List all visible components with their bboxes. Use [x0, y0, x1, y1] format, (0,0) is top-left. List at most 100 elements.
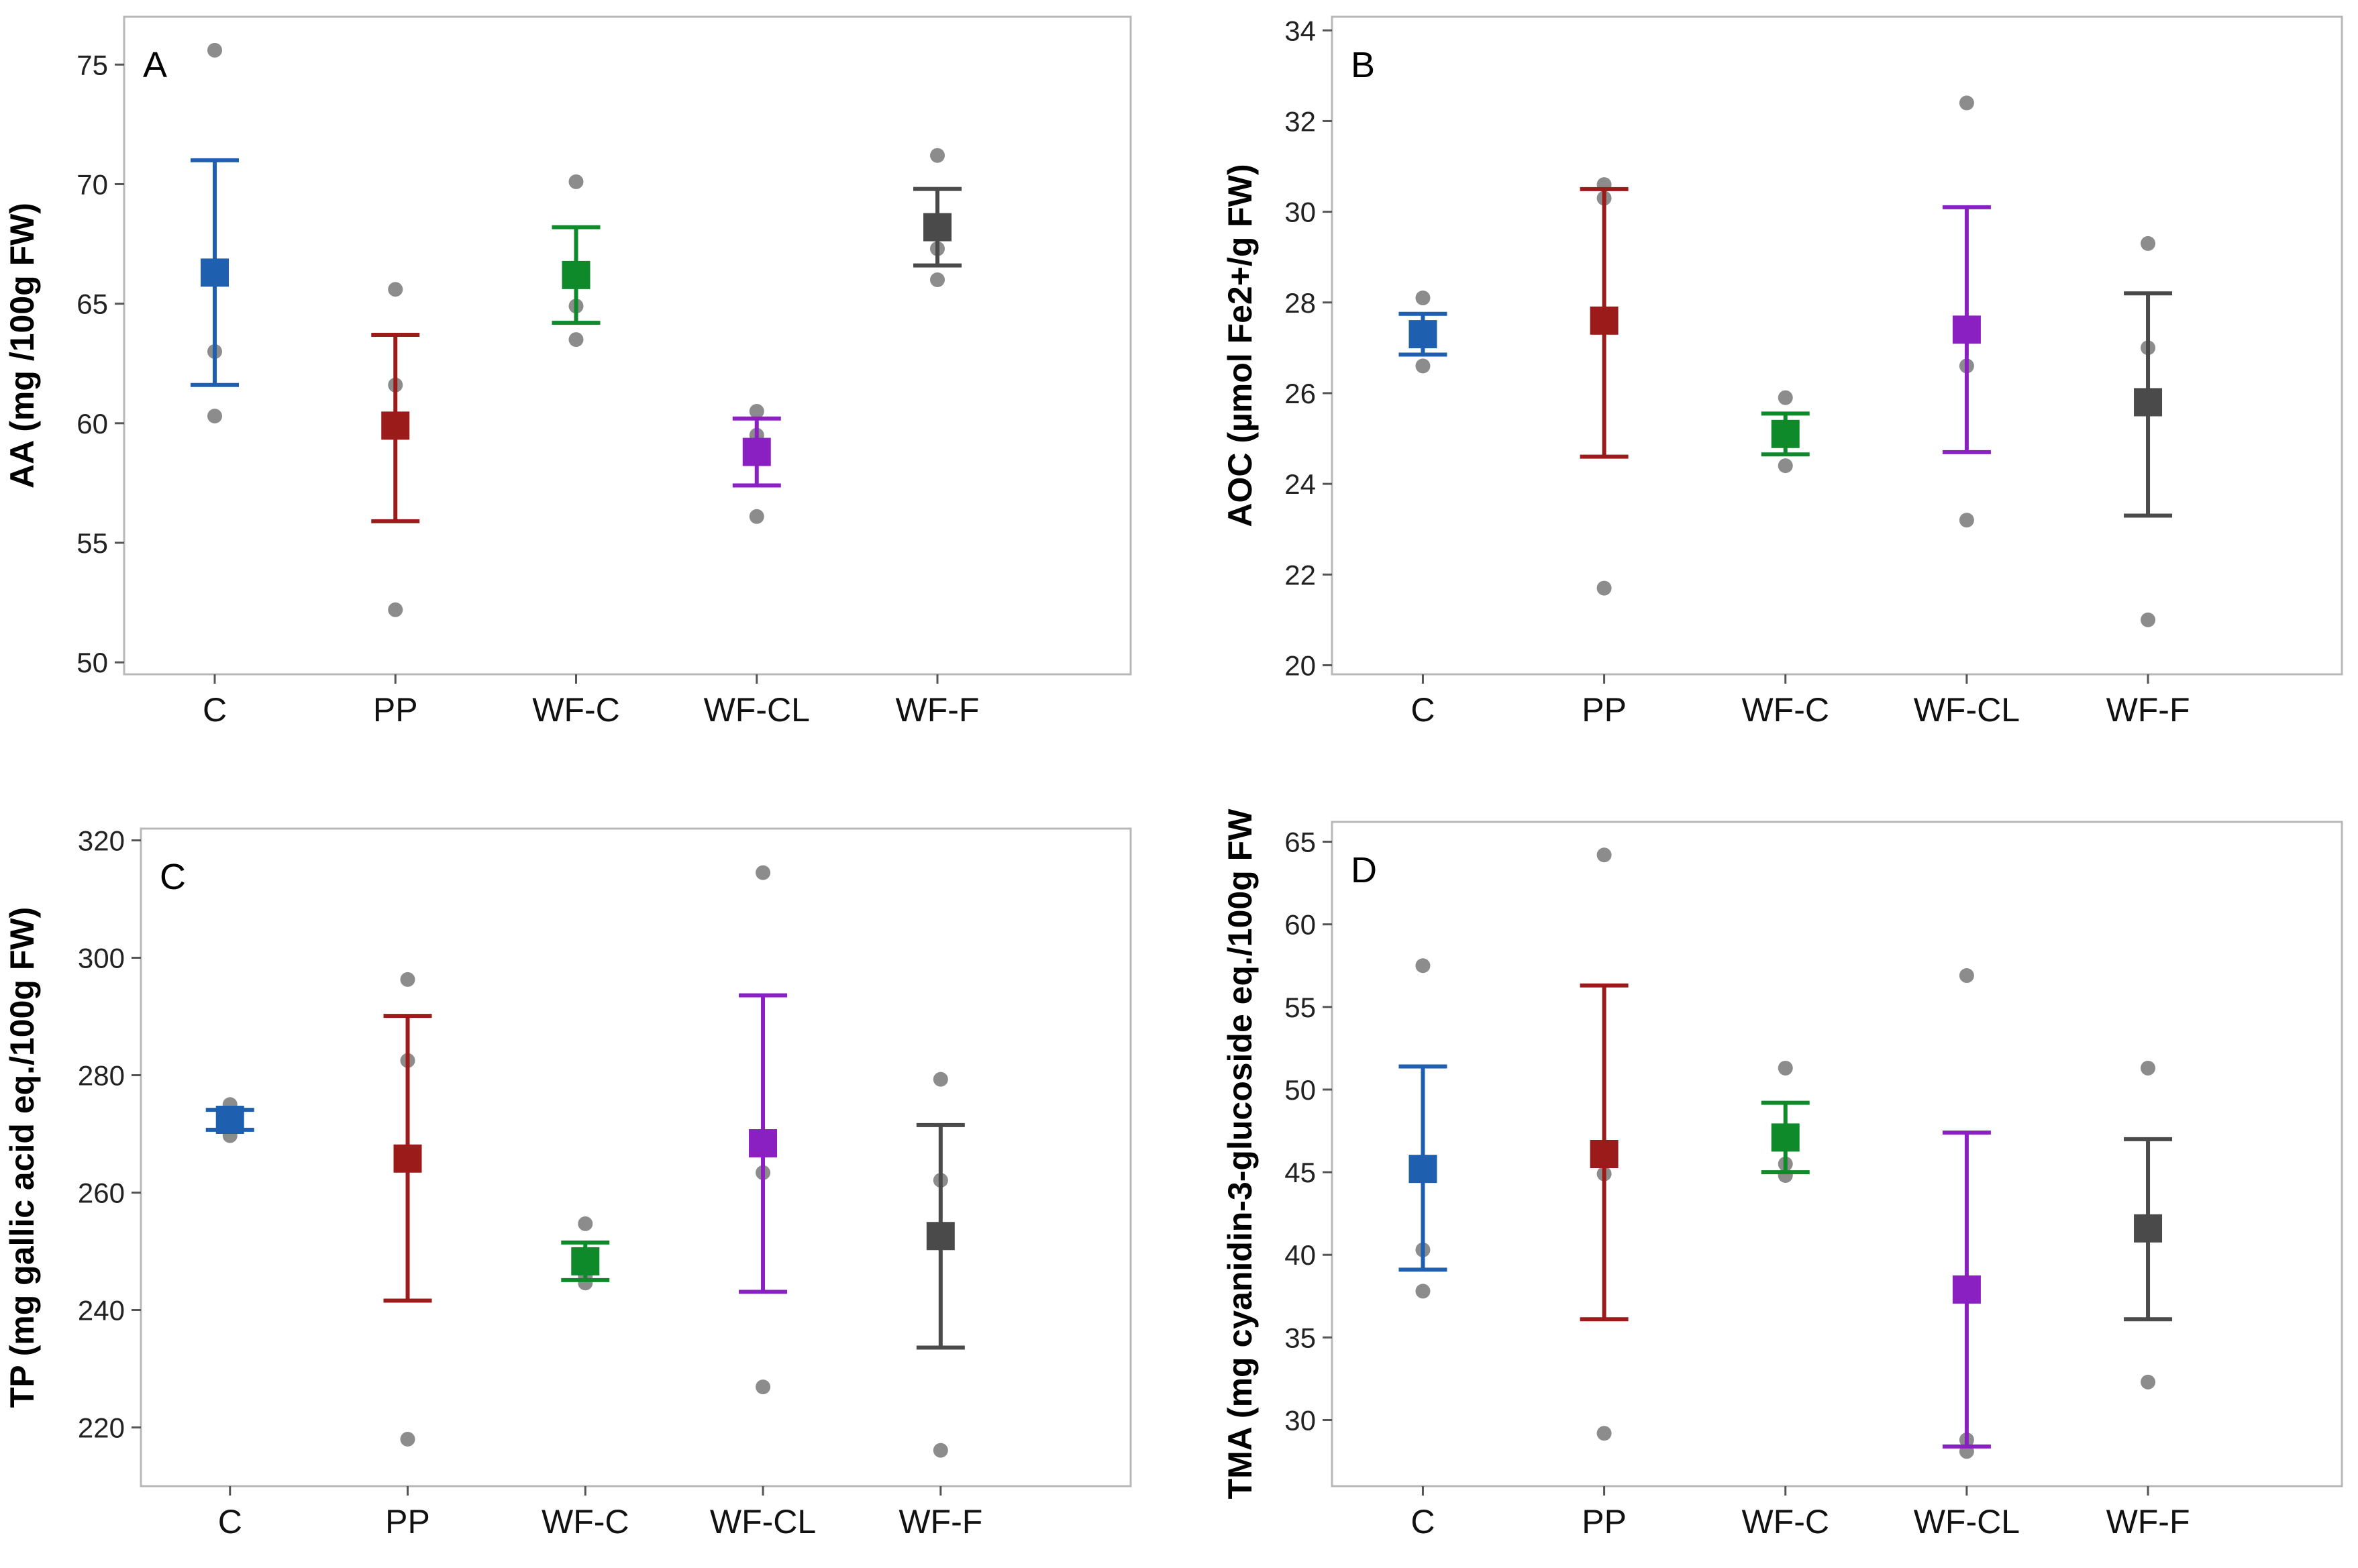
chart-a-ytick-label: 65	[76, 289, 108, 320]
chart-d-ytick-label: 30	[1284, 1404, 1316, 1436]
chart-d-ytick-label: 35	[1284, 1322, 1316, 1353]
chart-c-data-point	[933, 1072, 948, 1087]
chart-a-xtick-label: C	[203, 691, 227, 729]
chart-c-ytick-label: 300	[78, 943, 125, 974]
chart-d-ytick-label: 45	[1284, 1157, 1316, 1188]
chart-a-mean-marker	[381, 411, 410, 440]
chart-b-mean-marker	[1952, 315, 1981, 344]
chart-a-data-point	[207, 42, 222, 58]
chart-d-data-point	[1778, 1060, 1793, 1076]
chart-c-panel-label: C	[160, 857, 186, 897]
chart-b-ytick-label: 22	[1284, 559, 1316, 590]
chart-b-data-point	[1415, 291, 1431, 306]
chart-c: C 220 240 260 280 300 320 TP (mg gallic acid eq…	[3, 825, 1132, 1540]
chart-d-mean-marker	[2134, 1214, 2163, 1243]
chart-b-data-point	[1415, 358, 1431, 374]
chart-b-ytick-label: 34	[1284, 15, 1316, 46]
chart-b-ytick-label: 26	[1284, 378, 1316, 409]
chart-a-xtick-label: WF-CL	[704, 691, 810, 729]
chart-a-xtick-label: WF-F	[896, 691, 980, 729]
chart-b-data-point	[1959, 95, 1974, 111]
chart-d-ytick-label: 40	[1284, 1239, 1316, 1271]
chart-c-data-point	[933, 1443, 948, 1458]
chart-a-ytick-label: 75	[76, 49, 108, 81]
chart-d-xtick-label: WF-F	[2106, 1503, 2190, 1540]
chart-b-mean-marker	[2134, 388, 2163, 417]
chart-a-data-point	[749, 404, 764, 419]
chart-d-data-point	[2141, 1374, 2156, 1390]
chart-c-data-point	[578, 1216, 593, 1231]
chart-a-data-point	[207, 409, 222, 424]
chart-b-ytick-label: 28	[1284, 287, 1316, 319]
chart-d-mean-marker	[1771, 1123, 1800, 1152]
chart-b: B 20 22 24 26 28 30 32 34 AOC (µmol Fe2+/g FW) C PP…	[1221, 15, 2343, 729]
chart-c-mean-marker	[926, 1222, 955, 1251]
chart-c-xtick-label: WF-C	[542, 1503, 629, 1540]
chart-b-xtick-label: PP	[1582, 691, 1627, 729]
chart-c-mean-marker	[571, 1247, 600, 1275]
chart-d-ytick-label: 55	[1284, 992, 1316, 1023]
chart-d-mean-marker	[1952, 1275, 1981, 1304]
chart-c-xtick-label: C	[218, 1503, 242, 1540]
chart-d-data-point	[1596, 847, 1612, 863]
chart-a-frame	[123, 15, 1132, 676]
chart-c-data-point	[756, 865, 771, 880]
chart-c-data-point	[400, 1432, 415, 1447]
chart-d-xtick-label: C	[1411, 1503, 1435, 1540]
chart-b-ytick-label: 20	[1284, 649, 1316, 681]
chart-d-mean-marker	[1590, 1140, 1619, 1168]
chart-c-xtick-label: PP	[385, 1503, 430, 1540]
chart-b-y-axis-label: AOC (µmol Fe2+/g FW)	[1221, 164, 1259, 527]
chart-d-data-point	[1596, 1426, 1612, 1441]
chart-b-data-point	[1778, 390, 1793, 405]
chart-a-panel-label: A	[143, 45, 167, 85]
chart-a-mean-marker	[562, 260, 591, 289]
chart-b-data-point	[2141, 236, 2156, 251]
chart-b-data-point	[1596, 580, 1612, 596]
chart-a-y-axis-label: AA (mg /100g FW)	[3, 203, 41, 488]
chart-b-xtick-label: C	[1411, 691, 1435, 729]
chart-c-mean-marker	[215, 1106, 244, 1134]
chart-d-data-point	[1415, 958, 1431, 974]
chart-a-ytick-label: 60	[76, 408, 108, 439]
chart-d-ytick-label: 60	[1284, 909, 1316, 941]
chart-a-xtick-label: WF-C	[532, 691, 620, 729]
chart-c-ytick-label: 320	[78, 825, 125, 857]
chart-d-xtick-label: WF-C	[1741, 1503, 1829, 1540]
chart-b-data-point	[1959, 513, 1974, 528]
chart-c-xtick-label: WF-CL	[710, 1503, 816, 1540]
chart-c-ytick-label: 260	[78, 1178, 125, 1209]
chart-d-ytick-label: 50	[1284, 1074, 1316, 1106]
chart-b-mean-marker	[1408, 320, 1437, 349]
chart-b-panel-label: B	[1351, 45, 1375, 85]
chart-b-ytick-label: 30	[1284, 197, 1316, 228]
chart-a-mean-marker	[923, 213, 952, 242]
chart-b-data-point	[1778, 458, 1793, 474]
chart-d-data-point	[2141, 1060, 2156, 1076]
chart-a-ytick-label: 70	[76, 168, 108, 200]
chart-b-mean-marker	[1590, 306, 1619, 335]
chart-a-data-point	[930, 272, 945, 287]
chart-b-ytick-label: 32	[1284, 105, 1316, 137]
chart-c-ytick-label: 220	[78, 1412, 125, 1444]
chart-a-ytick-label: 55	[76, 527, 108, 559]
chart-d: D 30 35 40 45 50 55 60 65 TMA (mg cyanidin-3-gluc…	[1221, 808, 2343, 1540]
chart-c-ytick-label: 240	[78, 1295, 125, 1326]
chart-b-xtick-label: WF-F	[2106, 691, 2190, 729]
chart-d-mean-marker	[1408, 1155, 1437, 1184]
chart-b-data-point	[2141, 612, 2156, 627]
chart-b-ytick-label: 24	[1284, 468, 1316, 500]
chart-d-xtick-label: WF-CL	[1914, 1503, 2020, 1540]
chart-c-data-point	[400, 972, 415, 987]
chart-b-xtick-label: WF-C	[1741, 691, 1829, 729]
chart-d-data-point	[1959, 968, 1974, 984]
chart-b-mean-marker	[1771, 419, 1800, 448]
chart-d-panel-label: D	[1351, 850, 1377, 890]
chart-c-data-point	[756, 1379, 771, 1395]
chart-a-xtick-label: PP	[373, 691, 418, 729]
chart-d-frame	[1331, 821, 2343, 1487]
chart-a-data-point	[749, 509, 764, 524]
chart-a-data-point	[388, 282, 403, 297]
chart-d-data-point	[1415, 1284, 1431, 1299]
